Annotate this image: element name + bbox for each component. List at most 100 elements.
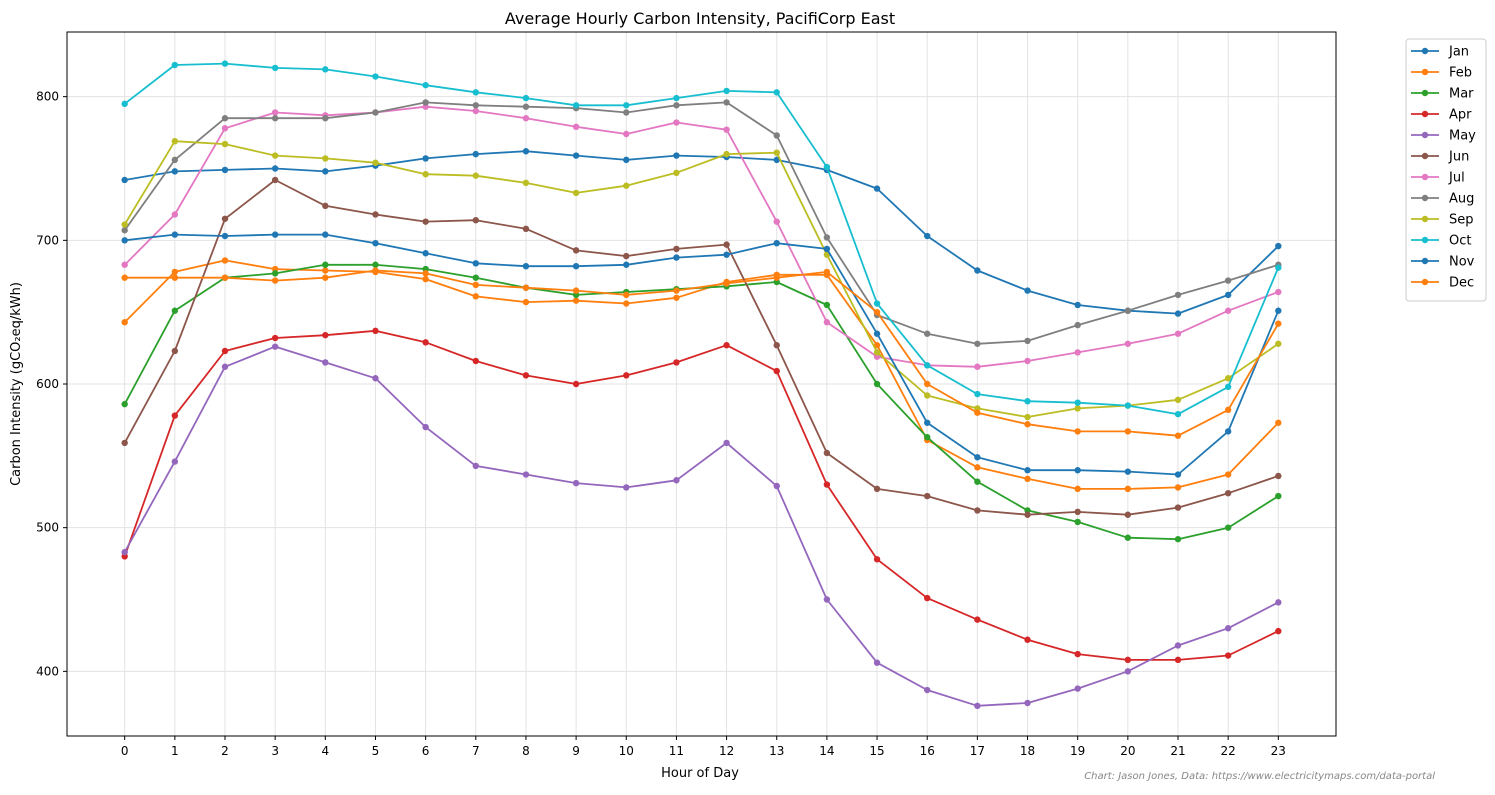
data-point-sep — [1024, 413, 1031, 421]
data-point-oct — [823, 163, 831, 171]
data-point-aug — [924, 330, 931, 337]
legend-frame — [1405, 38, 1487, 302]
data-point-jun — [623, 252, 630, 260]
data-point-oct — [623, 102, 630, 109]
data-point-jan — [1074, 301, 1081, 309]
data-point-apr — [572, 380, 580, 388]
data-point-dec — [623, 291, 630, 299]
data-point-dec — [221, 274, 229, 281]
data-point-nov — [823, 245, 831, 253]
data-point-oct — [1074, 399, 1081, 406]
data-point-jun — [773, 342, 780, 349]
legend-item-mar: Mar — [1411, 87, 1474, 102]
data-point-aug — [322, 115, 329, 122]
data-point-aug — [121, 227, 128, 234]
x-tick-label: 4 — [321, 744, 329, 758]
data-point-sep — [924, 392, 931, 399]
data-point-feb — [1074, 485, 1081, 493]
legend-item-jun: Jun — [1411, 150, 1469, 165]
data-point-dec — [372, 267, 379, 274]
data-point-aug — [472, 102, 479, 109]
data-point-may — [773, 482, 780, 490]
data-point-sep — [1275, 340, 1282, 347]
data-point-apr — [422, 339, 429, 346]
data-point-dec — [1224, 406, 1232, 414]
data-point-aug — [723, 99, 730, 106]
data-point-dec — [271, 277, 279, 284]
data-point-apr — [171, 412, 179, 419]
data-point-oct — [472, 89, 479, 96]
data-point-aug — [522, 103, 530, 110]
data-point-jan — [773, 156, 780, 164]
data-point-jun — [221, 215, 229, 222]
data-point-feb — [572, 297, 580, 304]
x-tick-label: 14 — [819, 744, 834, 758]
data-point-jun — [422, 218, 429, 225]
data-point-dec — [773, 274, 780, 281]
data-point-sep — [673, 169, 680, 176]
data-point-jan — [1275, 242, 1282, 250]
data-point-oct — [773, 89, 780, 96]
data-point-nov — [1275, 307, 1282, 314]
series-line-sep — [123, 140, 1279, 418]
data-point-nov — [1074, 467, 1081, 474]
data-point-dec — [873, 308, 881, 316]
data-point-nov — [723, 251, 730, 258]
data-point-may — [1174, 642, 1182, 649]
data-point-sep — [522, 179, 530, 187]
data-point-apr — [1224, 652, 1232, 659]
data-point-feb — [873, 342, 881, 349]
data-point-sep — [873, 349, 881, 356]
data-point-apr — [773, 367, 780, 375]
legend-label: Jan — [1448, 45, 1469, 60]
data-point-aug — [221, 115, 229, 122]
data-point-jun — [472, 217, 479, 224]
data-point-sep — [472, 172, 479, 179]
x-tick-label: 7 — [472, 744, 480, 758]
data-point-aug — [974, 340, 981, 347]
data-point-apr — [623, 372, 630, 379]
series-dec — [121, 267, 1282, 439]
legend-marker — [1421, 152, 1429, 160]
data-point-oct — [422, 81, 429, 89]
data-point-jun — [723, 241, 730, 248]
data-point-sep — [422, 171, 429, 178]
x-tick-label: 3 — [271, 744, 279, 758]
data-point-may — [1024, 699, 1031, 707]
data-point-jun — [171, 347, 179, 355]
data-point-oct — [322, 66, 329, 73]
data-point-jul — [1174, 330, 1182, 337]
data-point-may — [221, 363, 229, 370]
data-point-may — [974, 702, 981, 710]
x-tick-label: 19 — [1070, 744, 1085, 758]
data-point-dec — [1124, 428, 1132, 435]
data-point-jan — [221, 166, 229, 174]
data-point-feb — [422, 275, 429, 283]
data-point-dec — [422, 270, 429, 277]
data-point-jun — [1174, 504, 1182, 511]
data-point-jun — [322, 202, 329, 210]
data-point-oct — [171, 61, 179, 69]
data-point-oct — [1174, 410, 1182, 418]
data-point-apr — [723, 342, 730, 349]
data-point-dec — [572, 287, 580, 294]
data-point-aug — [623, 109, 630, 116]
series-oct — [121, 60, 1282, 418]
x-tick-label: 23 — [1271, 744, 1286, 758]
data-point-jan — [422, 155, 429, 162]
legend-marker — [1421, 236, 1429, 244]
legend-marker — [1421, 173, 1429, 181]
series-line-oct — [124, 62, 1280, 416]
data-point-nov — [773, 240, 780, 247]
data-point-jan — [572, 152, 580, 159]
data-point-dec — [121, 274, 128, 281]
data-point-apr — [522, 372, 530, 379]
data-point-aug — [1224, 277, 1232, 284]
data-point-jul — [472, 107, 479, 115]
y-tick-label: 500 — [36, 521, 59, 535]
data-point-aug — [372, 109, 379, 116]
legend-item-oct: Oct — [1411, 234, 1471, 249]
data-point-dec — [322, 274, 329, 281]
data-point-jun — [1074, 508, 1081, 516]
